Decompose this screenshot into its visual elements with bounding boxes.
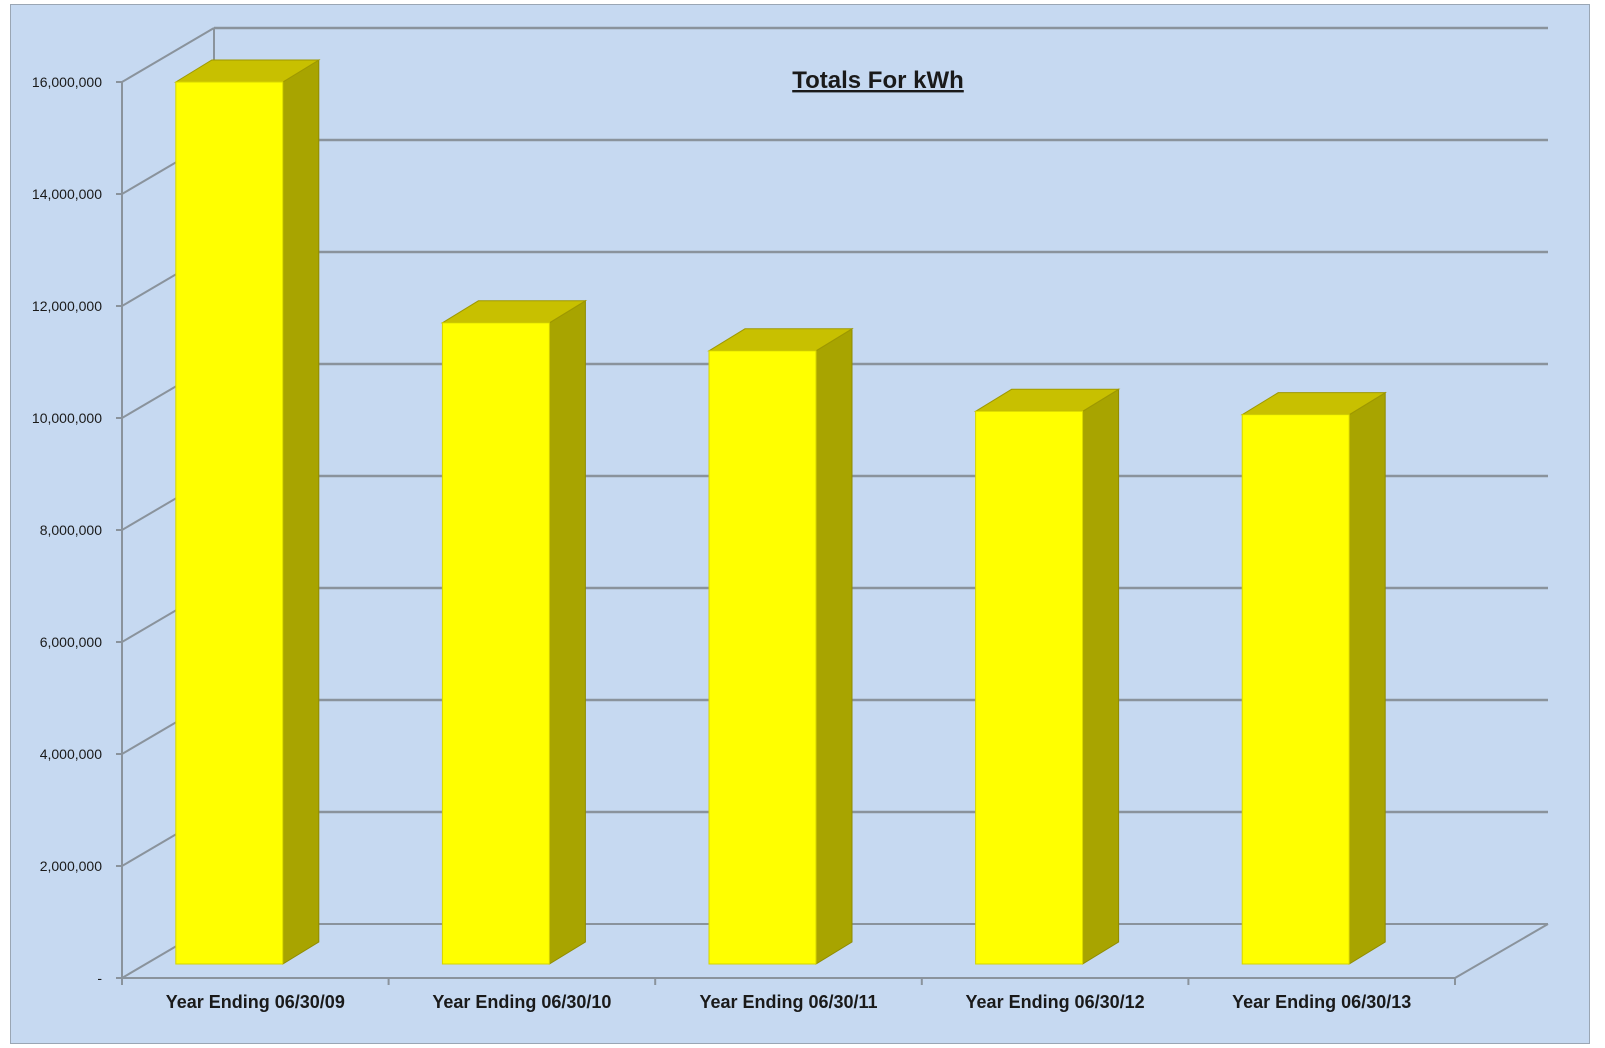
y-tick-label: 6,000,000 [40,634,102,650]
bar [707,327,854,965]
bar-side [1082,388,1120,965]
y-tick-label: 12,000,000 [32,298,102,314]
bar [174,59,321,965]
bar-front [175,81,284,965]
bar [440,299,588,965]
y-tick-label: 10,000,000 [32,410,102,426]
x-tick-label: Year Ending 06/30/11 [699,992,877,1012]
bars [174,59,1387,965]
x-tick-label: Year Ending 06/30/10 [432,992,611,1012]
y-tick-label: - [97,970,102,986]
bar-front [708,350,817,965]
bar-side [1348,391,1386,965]
bar-side [282,59,320,965]
bar-front [441,322,550,965]
x-tick-label: Year Ending 06/30/09 [166,992,345,1012]
y-axis-tick-labels: - 2,000,000 4,000,000 6,000,000 8,000,000 10,… [32,74,102,986]
y-tick-label: 2,000,000 [40,858,102,874]
gridline-side [121,27,215,83]
floor-right-edge [1454,923,1549,979]
x-axis-tick-labels: Year Ending 06/30/09 Year Ending 06/30/10… [166,992,1412,1012]
bar [973,388,1121,965]
y-tick-label: 8,000,000 [40,522,102,538]
bar-front [1241,414,1350,965]
y-tick-label: 4,000,000 [40,746,102,762]
x-tick-label: Year Ending 06/30/13 [1232,992,1411,1012]
y-tick-label: 16,000,000 [32,74,102,90]
y-tick-label: 14,000,000 [32,186,102,202]
bar-side [548,299,586,965]
bar-side [815,327,853,965]
bar-front [975,410,1084,965]
chart-title: Totals For kWh [792,67,964,94]
bar [1240,391,1387,965]
x-tick-label: Year Ending 06/30/12 [966,992,1145,1012]
